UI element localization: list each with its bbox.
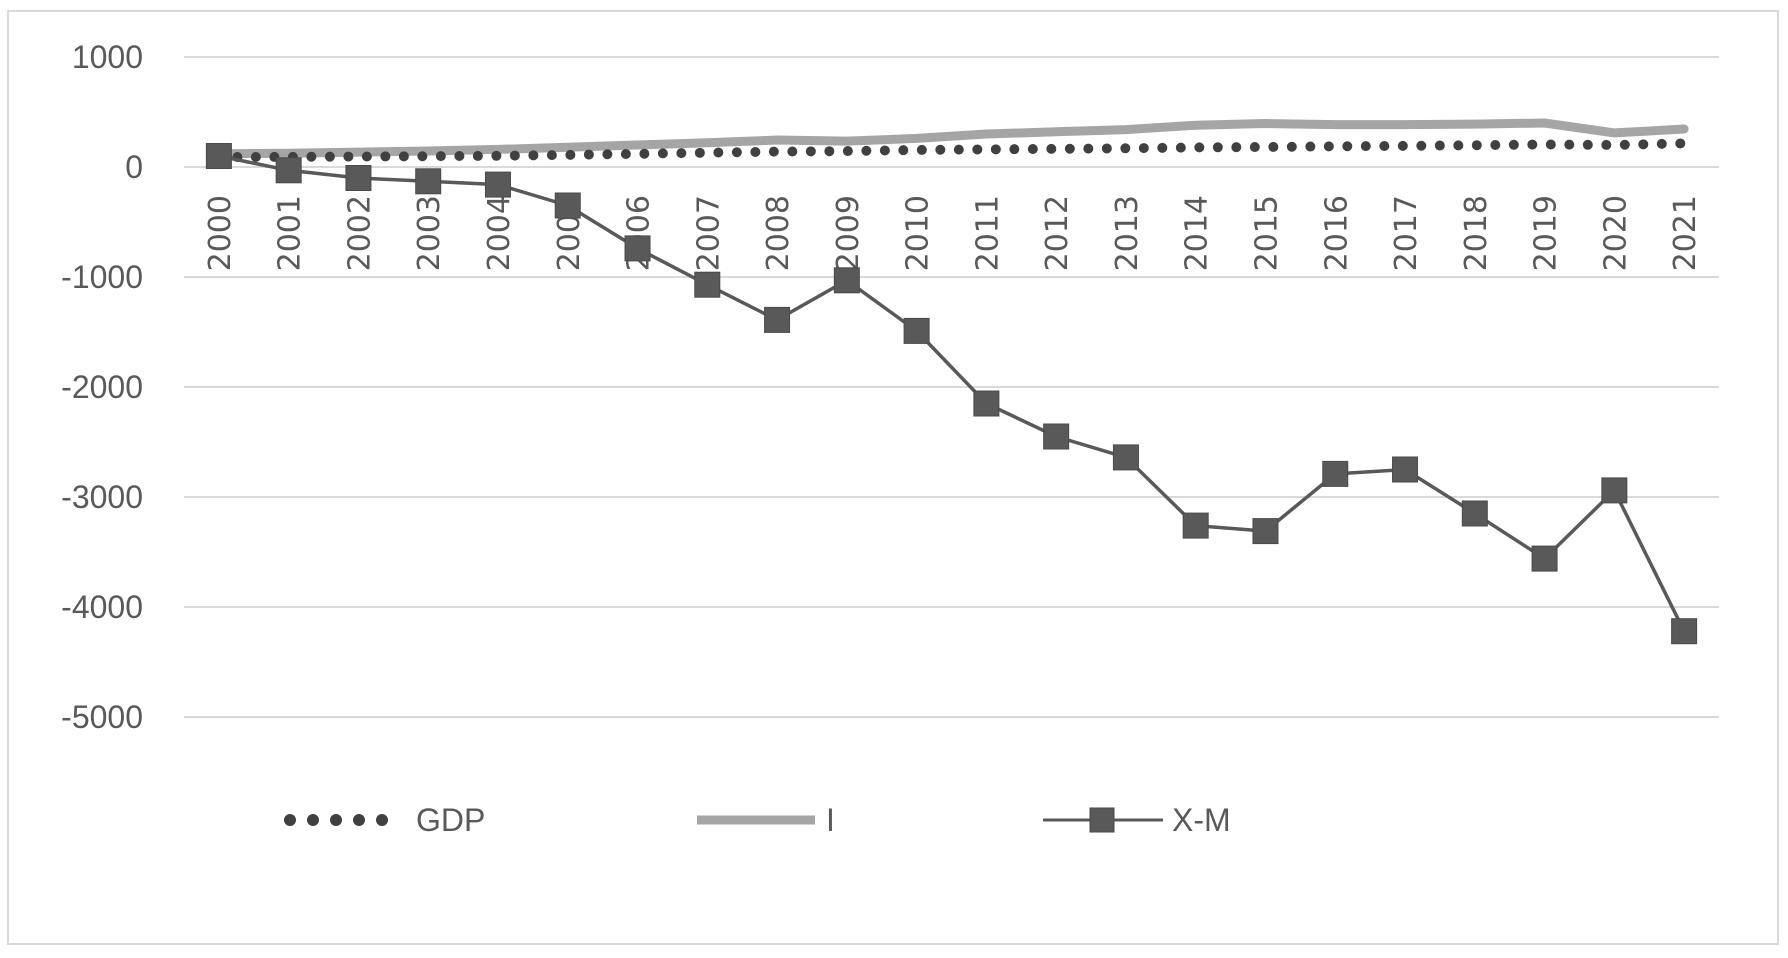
x-tick-label: 2008 (761, 195, 796, 271)
legend-item-x-m[interactable]: X-M (1043, 802, 1231, 838)
y-axis-ticks: 1000 0 -1000 -2000 -3000 -4000 -5000 (61, 39, 143, 735)
x-m-point-2017 (1392, 456, 1419, 483)
gridlines (184, 56, 1719, 718)
x-m-point-2004 (484, 171, 511, 198)
x-m-point-2021 (1671, 618, 1698, 645)
x-tick-label: 2009 (831, 195, 866, 271)
x-tick-label: 2020 (1598, 195, 1633, 271)
legend-x-m-label: X-M (1172, 802, 1231, 838)
x-tick-label: 2012 (1040, 195, 1075, 271)
series-gdp-line (213, 138, 1690, 163)
x-tick-label: 2017 (1389, 195, 1424, 271)
series-x-m-line (218, 154, 1686, 632)
y-tick-label: 0 (125, 149, 143, 185)
x-tick-label: 2015 (1249, 195, 1284, 271)
x-tick-label: 2003 (412, 195, 447, 271)
x-m-point-2015 (1252, 518, 1279, 545)
x-tick-label: 2001 (273, 195, 308, 271)
x-tick-label: 2018 (1459, 195, 1494, 271)
series-i-line (214, 118, 1689, 159)
x-m-point-2010 (903, 317, 930, 344)
x-m-point-2012 (1043, 423, 1070, 450)
x-m-point-2014 (1182, 512, 1209, 539)
x-m-point-2003 (415, 168, 442, 195)
y-tick-label: -2000 (61, 369, 143, 405)
x-m-point-2008 (764, 306, 791, 333)
legend-item-i[interactable]: I (697, 802, 835, 838)
y-tick-label: -5000 (61, 699, 143, 735)
y-tick-label: 1000 (72, 39, 143, 75)
legend: GDP I X-M (284, 802, 1231, 838)
x-m-point-2007 (694, 271, 721, 298)
x-m-point-2018 (1461, 500, 1488, 527)
x-axis-ticks: 2000 2001 2002 2003 2004 2005 2006 2007 2008 2009… (203, 195, 1703, 271)
y-tick-label: -1000 (61, 259, 143, 295)
x-m-point-2009 (833, 267, 860, 294)
x-m-point-2011 (973, 390, 1000, 417)
legend-i-label: I (826, 802, 835, 838)
x-tick-label: 2013 (1110, 195, 1145, 271)
x-m-point-2016 (1322, 460, 1349, 487)
x-m-point-2000 (205, 143, 232, 169)
x-tick-label: 2000 (203, 195, 238, 271)
y-tick-label: -4000 (61, 589, 143, 625)
x-tick-label: 2010 (901, 195, 936, 271)
x-tick-label: 2019 (1529, 195, 1564, 271)
x-m-point-2005 (554, 192, 581, 219)
legend-item-gdp[interactable]: GDP (284, 802, 485, 838)
x-tick-label: 2021 (1668, 195, 1703, 271)
legend-gdp-label: GDP (416, 802, 485, 838)
x-tick-label: 2014 (1180, 195, 1215, 271)
x-m-point-2019 (1531, 545, 1558, 572)
x-tick-label: 2007 (691, 195, 726, 271)
x-m-point-2001 (275, 157, 302, 184)
x-tick-label: 2016 (1319, 195, 1354, 271)
x-tick-label: 2002 (342, 195, 377, 271)
x-m-point-2020 (1601, 477, 1628, 504)
series-group (205, 118, 1698, 645)
x-m-point-2006 (624, 235, 651, 262)
x-tick-label: 2011 (970, 195, 1005, 271)
y-tick-label: -3000 (61, 479, 143, 515)
x-m-point-2013 (1112, 444, 1139, 471)
x-m-point-2002 (345, 165, 372, 191)
x-tick-label: 2004 (482, 195, 517, 271)
legend-x-m-marker (1089, 807, 1115, 833)
